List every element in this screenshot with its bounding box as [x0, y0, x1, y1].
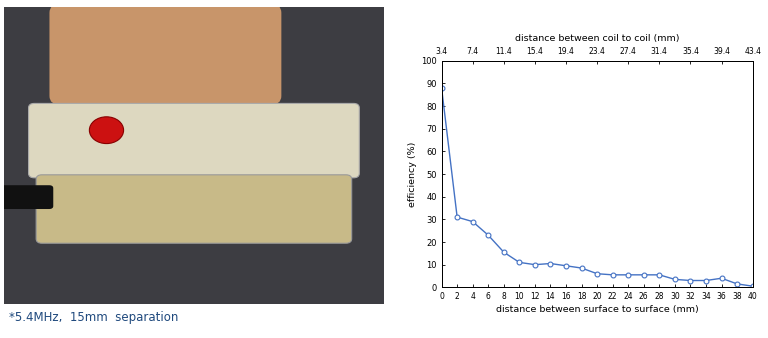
X-axis label: distance between surface to surface (mm): distance between surface to surface (mm)	[496, 305, 698, 314]
Y-axis label: efficiency (%): efficiency (%)	[408, 141, 417, 207]
X-axis label: distance between coil to coil (mm): distance between coil to coil (mm)	[515, 34, 680, 43]
FancyBboxPatch shape	[0, 185, 53, 209]
FancyBboxPatch shape	[28, 103, 359, 178]
FancyBboxPatch shape	[4, 7, 384, 304]
FancyBboxPatch shape	[36, 175, 352, 243]
FancyBboxPatch shape	[49, 4, 281, 105]
Text: *5.4MHz,  15mm  separation: *5.4MHz, 15mm separation	[9, 312, 179, 324]
Circle shape	[89, 117, 124, 144]
